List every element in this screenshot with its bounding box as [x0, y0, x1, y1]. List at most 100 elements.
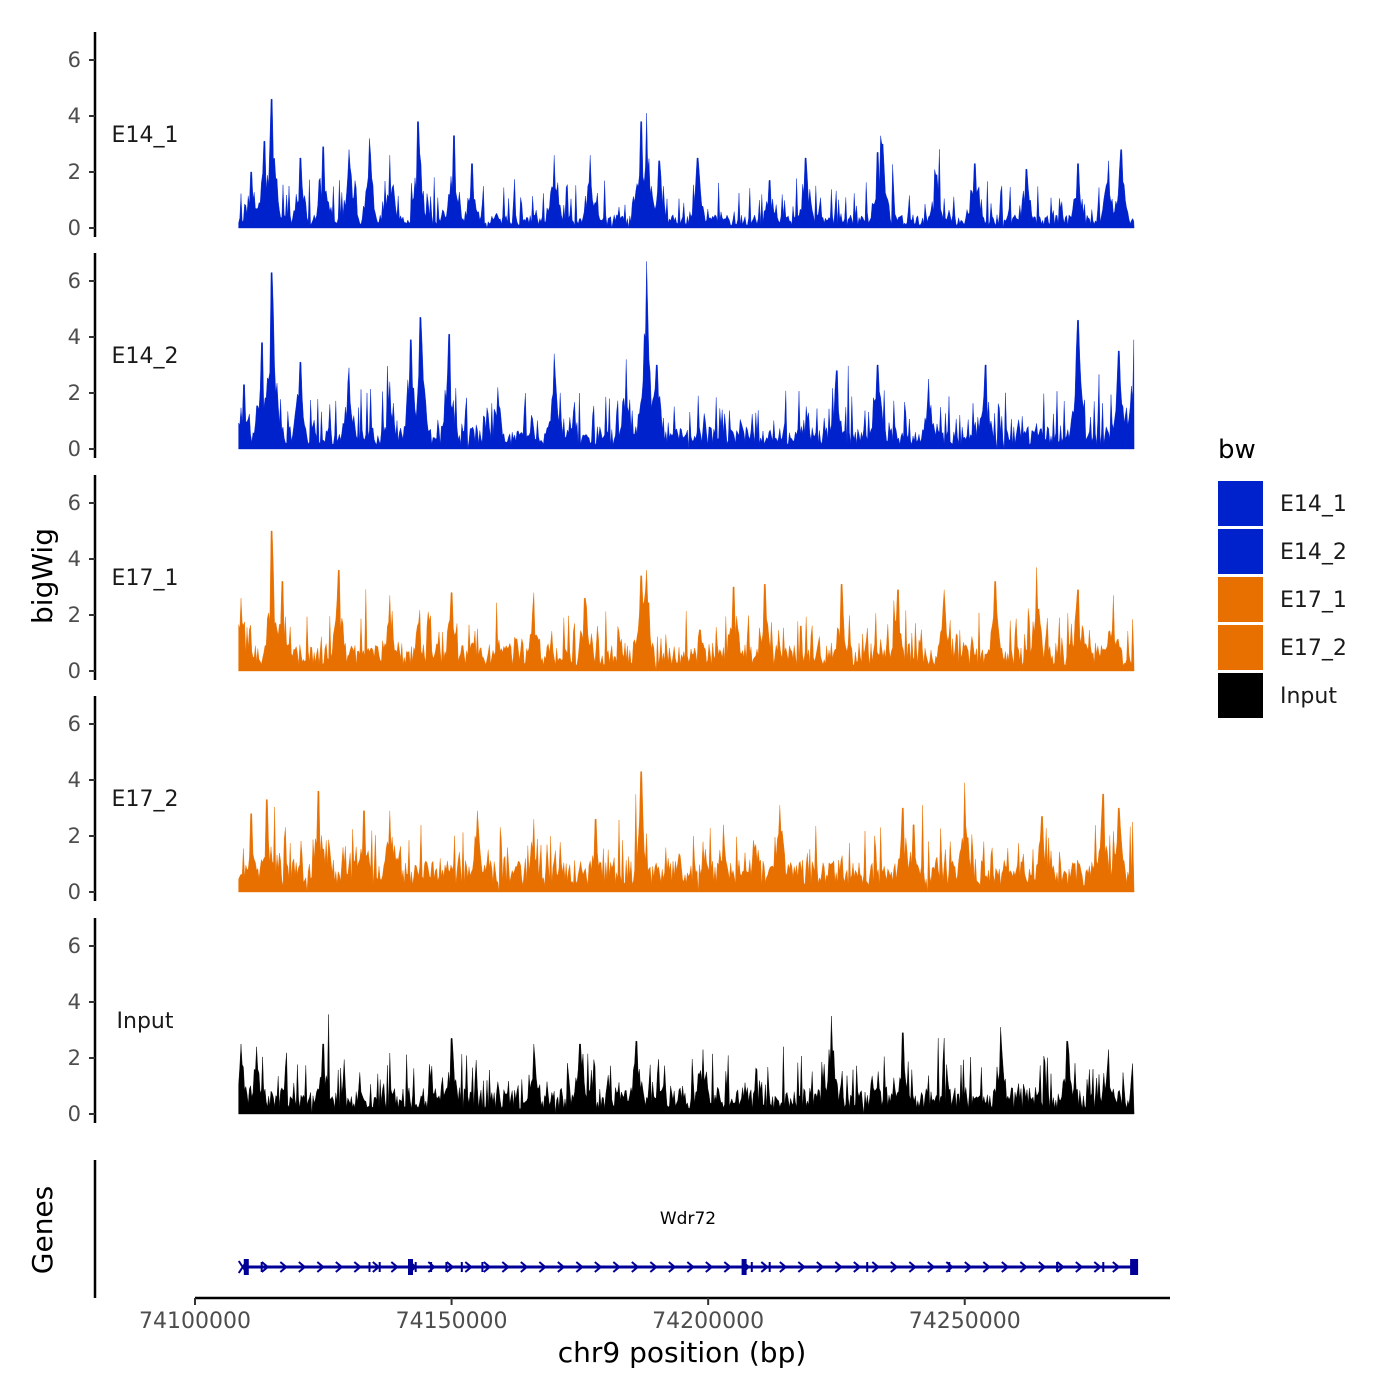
legend-swatch: [1218, 577, 1263, 622]
strand-arrow: [446, 1261, 455, 1273]
track-label: E17_1: [112, 566, 179, 591]
strand-arrow: [501, 1261, 510, 1273]
y-tick-label: 4: [68, 990, 81, 1014]
strand-arrow: [483, 1261, 492, 1273]
y-tick-label: 0: [68, 216, 81, 240]
strand-arrow: [964, 1261, 973, 1273]
strand-arrow: [705, 1261, 714, 1273]
track-label: E14_1: [112, 123, 179, 148]
gene-track: Genes Wdr72: [26, 1160, 1139, 1298]
strand-arrow: [298, 1261, 307, 1273]
y-tick-label: 6: [68, 491, 81, 515]
strand-arrow: [390, 1261, 399, 1273]
x-tick-label: 74150000: [396, 1309, 508, 1334]
gene-exon: [1130, 1259, 1139, 1275]
strand-arrow: [779, 1261, 788, 1273]
gene-exon: [408, 1259, 413, 1275]
x-tick-label: 74200000: [652, 1309, 764, 1334]
legend-label: E17_1: [1280, 588, 1347, 613]
strand-arrow: [649, 1261, 658, 1273]
strand-arrow: [1112, 1261, 1121, 1273]
y-tick-label: 2: [68, 160, 81, 184]
gene-exon: [768, 1262, 771, 1272]
track-panel-Input: 0 2 4 6 Input: [68, 918, 1135, 1126]
y-tick-label: 0: [68, 659, 81, 683]
strand-arrow: [594, 1261, 603, 1273]
gene-exon: [414, 1262, 417, 1272]
gene-exon: [1102, 1262, 1105, 1272]
signal-area: [238, 261, 1135, 450]
signal-area: [238, 771, 1135, 893]
gene-exon: [750, 1262, 753, 1272]
legend-label: E17_2: [1280, 636, 1347, 661]
y-tick-label: 2: [68, 381, 81, 405]
strand-arrow: [1038, 1261, 1047, 1273]
strand-arrow: [631, 1261, 640, 1273]
strand-arrow: [335, 1261, 344, 1273]
x-axis-title: chr9 position (bp): [558, 1336, 807, 1369]
gene-exon: [378, 1262, 381, 1272]
y-tick-label: 2: [68, 824, 81, 848]
gene-exon: [460, 1262, 463, 1272]
gene-exon: [243, 1259, 249, 1275]
y-tick-label: 2: [68, 603, 81, 627]
y-tick-label: 6: [68, 712, 81, 736]
y-tick-label: 0: [68, 880, 81, 904]
strand-arrow: [520, 1261, 529, 1273]
strand-arrow: [797, 1261, 806, 1273]
track-panel-E17_2: 0 2 4 6 E17_2: [68, 696, 1135, 904]
strand-arrow: [686, 1261, 695, 1273]
strand-arrow: [279, 1261, 288, 1273]
legend-swatch: [1218, 529, 1263, 574]
x-tick-label: 74250000: [909, 1309, 1021, 1334]
legend-swatch: [1218, 673, 1263, 718]
y-tick-label: 6: [68, 934, 81, 958]
gene-exon: [741, 1259, 747, 1275]
legend: bw E14_1 E14_2 E17_1 E17_2 Input: [1218, 435, 1347, 718]
gene-name-label: Wdr72: [660, 1209, 716, 1229]
strand-arrow: [927, 1261, 936, 1273]
strand-arrow: [464, 1261, 473, 1273]
strand-arrow: [890, 1261, 899, 1273]
y-tick-label: 0: [68, 1102, 81, 1126]
strand-arrow: [1001, 1261, 1010, 1273]
strand-arrow: [853, 1261, 862, 1273]
track-label: E17_2: [112, 787, 179, 812]
strand-arrow: [557, 1261, 566, 1273]
y-tick-label: 2: [68, 1046, 81, 1070]
strand-arrow: [871, 1261, 880, 1273]
legend-label: E14_1: [1280, 492, 1347, 517]
y-tick-label: 4: [68, 104, 81, 128]
gene-exon: [368, 1262, 371, 1272]
legend-swatch: [1218, 625, 1263, 670]
strand-arrow: [538, 1261, 547, 1273]
x-axis: chr9 position (bp) 74100000 74150000 74200…: [139, 1296, 1170, 1369]
strand-arrow: [816, 1261, 825, 1273]
signal-area: [238, 1014, 1135, 1115]
gene-exon: [260, 1262, 263, 1272]
gene-exon: [948, 1262, 951, 1272]
strand-arrow: [1075, 1261, 1084, 1273]
track-label: Input: [117, 1009, 174, 1034]
legend-title: bw: [1218, 435, 1256, 465]
strand-arrow: [834, 1261, 843, 1273]
gene-exon: [481, 1262, 484, 1272]
strand-arrow: [1093, 1261, 1102, 1273]
track-label: E14_2: [112, 344, 179, 369]
legend-label: E14_2: [1280, 540, 1347, 565]
y-axis-title: bigWig: [26, 528, 59, 624]
signal-area: [238, 99, 1135, 229]
legend-label: Input: [1280, 684, 1337, 709]
strand-arrow: [612, 1261, 621, 1273]
y-tick-label: 4: [68, 768, 81, 792]
gene-exon: [1056, 1262, 1059, 1272]
strand-arrow: [760, 1261, 769, 1273]
y-tick-label: 6: [68, 269, 81, 293]
y-tick-label: 0: [68, 437, 81, 461]
strand-arrow: [261, 1261, 270, 1273]
signal-tracks: 0 2 4 6 E14_1 0 2 4 6 E14_2 0 2 4 6 E17_1 0 2 4 6 E17_2 0 2 4 6…: [68, 32, 1135, 1126]
signal-area: [238, 530, 1135, 672]
track-panel-E14_2: 0 2 4 6 E14_2: [68, 253, 1135, 461]
